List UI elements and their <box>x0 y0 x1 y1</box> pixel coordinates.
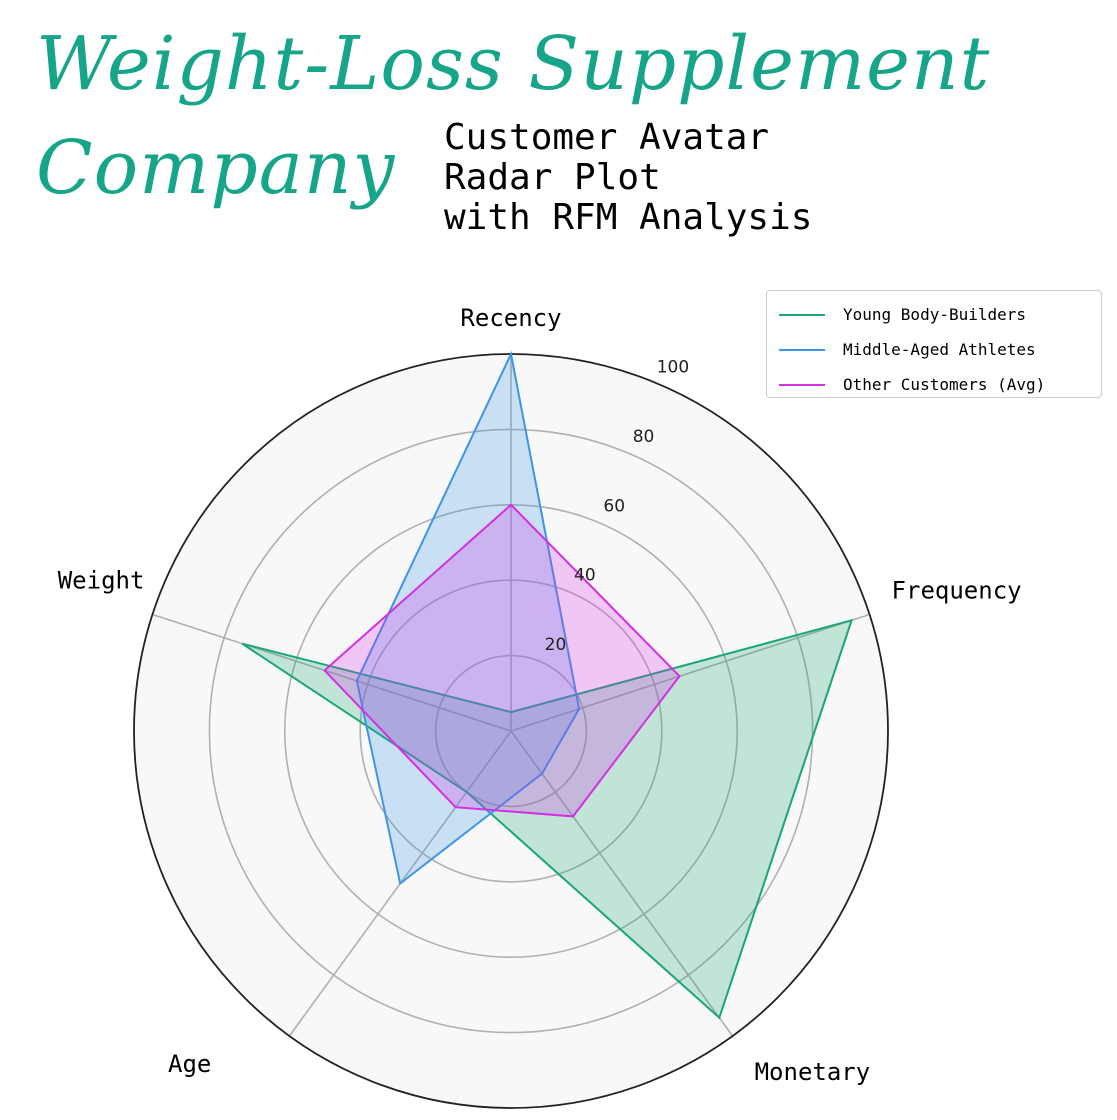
series-area <box>242 620 852 1018</box>
legend-item: Young Body-Builders <box>775 297 1093 332</box>
r-tick-label: 80 <box>633 427 655 447</box>
r-tick-label: 20 <box>545 635 567 655</box>
main-title-line-2: Company <box>36 125 396 211</box>
radar-series <box>241 350 854 1020</box>
legend-swatch <box>779 313 825 316</box>
chart-legend: Young Body-Builders Middle-Aged Athletes… <box>766 290 1102 398</box>
legend-item: Middle-Aged Athletes <box>775 332 1093 367</box>
legend-swatch <box>779 348 825 351</box>
grid-spoke <box>510 730 734 1037</box>
chart-subtitle-line-2: Radar Plot <box>444 157 661 198</box>
legend-label: Young Body-Builders <box>843 305 1027 324</box>
r-tick-label: 100 <box>657 357 689 377</box>
axis-label-age: Age <box>168 1050 211 1078</box>
radar-labels: 20 40 60 80 100 Recency Frequency Monetary Age We… <box>58 304 1022 1086</box>
main-title: Weight-Loss Supplement Company <box>36 12 990 220</box>
axis-label-recency: Recency <box>460 304 561 332</box>
r-tick-label: 40 <box>574 566 596 586</box>
series-line <box>355 350 581 886</box>
series-line <box>323 503 681 818</box>
r-tick-label: 60 <box>603 496 625 516</box>
axis-label-weight: Weight <box>58 567 145 595</box>
chart-subtitle: Customer Avatar Radar Plot with RFM Anal… <box>444 118 812 238</box>
legend-item: Other Customers (Avg) <box>775 367 1093 402</box>
grid-spoke <box>152 613 512 732</box>
main-title-line-1: Weight-Loss Supplement <box>36 21 991 107</box>
grid-spoke <box>510 613 870 732</box>
series-line <box>241 618 854 1020</box>
chart-subtitle-line-3: with RFM Analysis <box>444 197 813 238</box>
series-area <box>324 504 680 817</box>
legend-swatch <box>779 383 825 386</box>
series-area <box>356 354 580 884</box>
axis-label-frequency: Frequency <box>892 577 1022 605</box>
legend-label: Other Customers (Avg) <box>843 375 1046 394</box>
axis-label-monetary: Monetary <box>755 1058 871 1086</box>
legend-label: Middle-Aged Athletes <box>843 340 1036 359</box>
chart-subtitle-line-1: Customer Avatar <box>444 117 770 158</box>
radar-grid <box>133 353 889 1109</box>
